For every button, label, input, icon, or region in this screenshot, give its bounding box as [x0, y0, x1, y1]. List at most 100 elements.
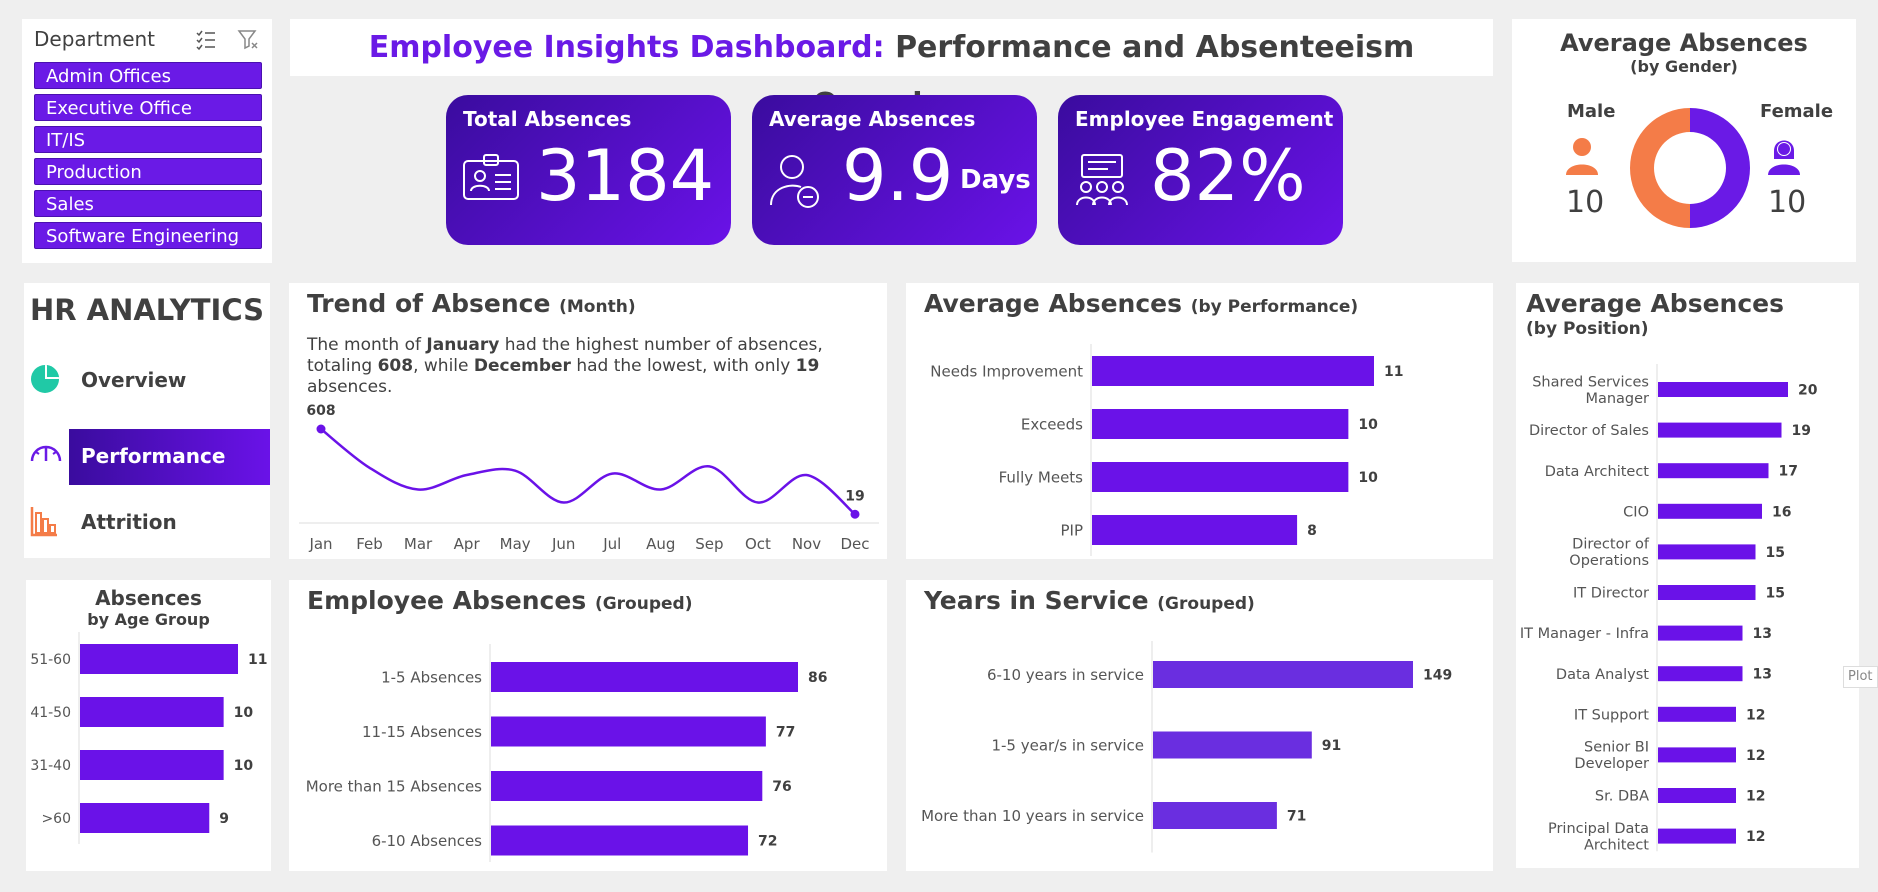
x-tick-label: Sep	[695, 535, 723, 553]
slicer-item-admin-offices[interactable]: Admin Offices	[34, 62, 262, 89]
category-label: Needs Improvement	[930, 362, 1083, 380]
category-label: Data Architect	[1545, 464, 1650, 480]
x-tick-label: Dec	[840, 535, 869, 553]
category-label: IT Support	[1574, 707, 1649, 723]
category-label: Senior BI	[1584, 740, 1649, 756]
bar	[1153, 802, 1277, 829]
bar	[1658, 788, 1736, 803]
female-value: 10	[1768, 185, 1807, 220]
trend-title-main: Trend of Absence	[307, 289, 551, 318]
nav-item-performance[interactable]: Performance	[24, 429, 270, 485]
bar	[1153, 661, 1413, 688]
grouped-title: Employee Absences (Grouped)	[307, 586, 692, 615]
value-label: 9	[219, 811, 229, 827]
slicer-item-sales[interactable]: Sales	[34, 190, 262, 217]
nav-item-overview[interactable]: Overview	[24, 353, 270, 409]
slicer-item-it-is[interactable]: IT/IS	[34, 126, 262, 153]
age-title: Absences	[95, 586, 202, 610]
years-panel: Years in Service (Grouped) 6-10 years in…	[906, 580, 1493, 871]
category-label: Fully Meets	[999, 468, 1084, 486]
bar	[1658, 382, 1788, 397]
plot-tab[interactable]: Plot	[1843, 666, 1878, 688]
category-label: 31-40	[30, 758, 71, 774]
bar	[1658, 828, 1736, 844]
gender-donut	[1630, 108, 1750, 228]
bar	[1658, 747, 1736, 763]
value-label: 91	[1322, 738, 1341, 754]
clear-filter-icon[interactable]	[236, 27, 260, 51]
category-label: Developer	[1574, 756, 1649, 772]
value-label: 76	[772, 779, 791, 795]
position-panel: Average Absences (by Position) Shared Se…	[1516, 283, 1859, 868]
bar	[80, 750, 224, 780]
kpi-engagement: Employee Engagement 82%	[1058, 95, 1343, 245]
female-label: Female	[1760, 101, 1834, 122]
value-label: 13	[1753, 626, 1772, 642]
slicer-item-executive-office[interactable]: Executive Office	[34, 94, 262, 121]
data-label-last: 19	[845, 488, 864, 504]
category-label: Director of	[1572, 537, 1650, 553]
category-label: More than 10 years in service	[921, 807, 1144, 825]
category-label: CIO	[1623, 504, 1649, 520]
value-label: 77	[776, 725, 795, 741]
performance-bar-chart: Needs Improvement 11 Exceeds 10 Fully Meets 1…	[930, 344, 1403, 556]
gender-subtitle: (by Gender)	[1630, 57, 1738, 76]
multi-select-icon[interactable]	[194, 27, 218, 51]
bar	[1658, 666, 1743, 682]
gender-title: Average Absences	[1560, 29, 1808, 57]
category-label: 1-5 year/s in service	[991, 736, 1144, 754]
value-label: 11	[1384, 364, 1403, 380]
trend-panel: Trend of Absence (Month) The month of Ja…	[289, 283, 887, 559]
bar	[1092, 356, 1374, 386]
category-label: PIP	[1060, 521, 1083, 539]
x-tick-label: Feb	[356, 535, 383, 553]
category-label: IT Director	[1573, 586, 1649, 602]
kpi-label: Total Absences	[463, 107, 632, 131]
slicer-item-production[interactable]: Production	[34, 158, 262, 185]
data-point-last	[850, 509, 860, 519]
desc-text: absences.	[307, 377, 393, 397]
value-label: 12	[1746, 789, 1765, 805]
category-label: Sr. DBA	[1595, 789, 1649, 805]
category-label: 11-15 Absences	[362, 723, 482, 741]
category-label: Operations	[1569, 553, 1649, 569]
value-label: 19	[1792, 423, 1811, 439]
x-tick-label: Oct	[745, 535, 771, 553]
bar	[1092, 515, 1298, 545]
value-label: 13	[1753, 667, 1772, 683]
value-label: 149	[1423, 668, 1452, 684]
value-label: 16	[1772, 504, 1791, 520]
bar	[80, 803, 210, 833]
bar-chart-icon	[30, 507, 57, 537]
trend-description: The month of January had the highest num…	[307, 335, 877, 398]
bar	[491, 771, 763, 801]
bar	[1658, 544, 1756, 560]
id-card-icon	[463, 154, 519, 200]
team-meeting-icon	[1076, 154, 1128, 206]
perf-title-sub: (by Performance)	[1190, 297, 1359, 317]
nav-item-attrition[interactable]: Attrition	[24, 495, 270, 551]
desc-text: had the highest number of absences, tota…	[307, 335, 823, 376]
value-label: 12	[1746, 707, 1765, 723]
x-tick-label: May	[500, 535, 531, 553]
x-tick-label: Jun	[551, 535, 575, 553]
x-tick-label: Mar	[404, 535, 433, 553]
position-title: Average Absences	[1526, 289, 1784, 318]
nav-label: Performance	[81, 444, 226, 468]
category-label: >60	[41, 811, 71, 827]
slicer-item-software-engineering[interactable]: Software Engineering	[34, 222, 262, 249]
bar	[1092, 462, 1349, 492]
grouped-title-sub: (Grouped)	[594, 594, 693, 614]
age-panel: Absences by Age Group 51-60 11 41-50 10 31-4…	[26, 580, 271, 871]
value-label: 12	[1746, 748, 1765, 764]
category-label: Data Analyst	[1556, 667, 1649, 683]
years-bar-chart: 6-10 years in service 149 1-5 year/s in se…	[921, 641, 1452, 853]
kpi-unit: Days	[960, 165, 1031, 195]
grouped-title-main: Employee Absences	[307, 586, 587, 615]
desc-text: The month of	[307, 335, 427, 355]
value-label: 10	[1358, 470, 1378, 486]
category-label: 41-50	[30, 705, 71, 721]
value-label: 15	[1766, 545, 1785, 561]
value-label: 15	[1766, 586, 1785, 602]
years-title-main: Years in Service	[924, 586, 1149, 615]
